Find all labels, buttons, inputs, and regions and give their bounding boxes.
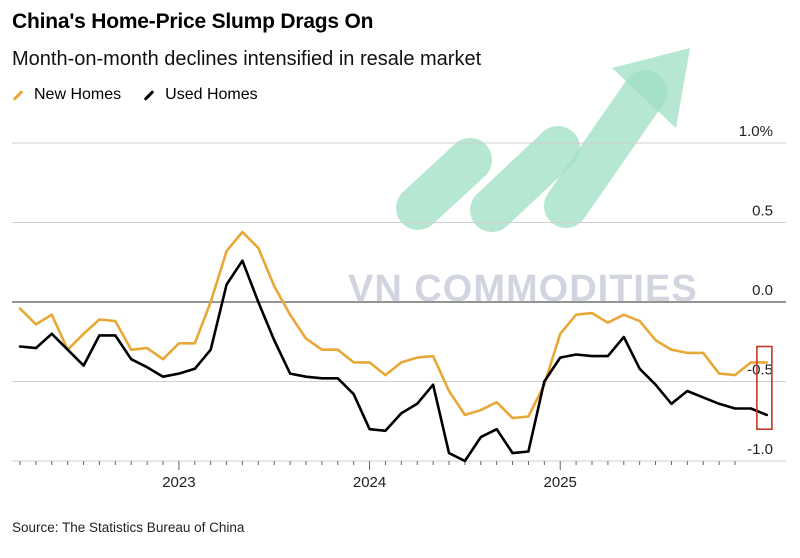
x-tick-label: 2024 (353, 474, 386, 491)
watermark-bar-2 (470, 126, 580, 232)
series-layer (18, 230, 769, 463)
watermark-arrowhead (612, 48, 690, 128)
legend-item-used-homes: Used Homes (143, 86, 258, 104)
y-tick-label: 1.0% (739, 123, 773, 140)
watermark-text: VN COMMODITIES (348, 268, 698, 310)
chart-legend: New Homes Used Homes (12, 86, 280, 104)
highlight-box (756, 345, 773, 430)
y-tick-label: 0.5 (752, 203, 773, 220)
y-tick-label: -0.5 (747, 362, 773, 379)
series-line-used-homes (18, 259, 769, 463)
y-tick-label: 0.0 (752, 282, 773, 299)
chart-gridlines (12, 142, 786, 462)
chart-title: China's Home-Price Slump Drags On (12, 10, 374, 33)
source-note: Source: The Statistics Bureau of China (12, 520, 245, 535)
series-line-new-homes (18, 230, 769, 420)
watermark-bar-1 (396, 138, 492, 230)
watermark-bar-3 (544, 70, 667, 228)
legend-item-new-homes: New Homes (12, 86, 121, 104)
y-axis-labels: 1.0% 0.5 0.0 -0.5 -1.0 (739, 123, 773, 458)
chart-subtitle: Month-on-month declines intensified in r… (12, 48, 482, 70)
legend-label-new-homes: New Homes (34, 86, 122, 103)
legend-swatch-used-homes (143, 89, 155, 101)
x-tick-label: 2023 (162, 474, 195, 491)
x-tick-label: 2025 (544, 474, 577, 491)
watermark-arrow-graphic (396, 48, 690, 232)
legend-swatch-new-homes (12, 89, 24, 101)
x-axis: 2023 2024 2025 (19, 461, 736, 491)
highlight-layer (756, 345, 773, 430)
y-tick-label: -1.0 (747, 441, 773, 458)
legend-label-used-homes: Used Homes (165, 86, 258, 103)
